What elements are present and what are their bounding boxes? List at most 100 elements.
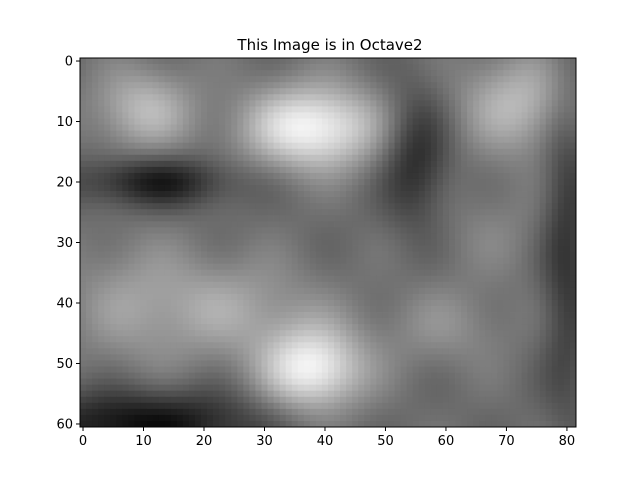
heatmap-cell xyxy=(315,82,323,89)
heatmap-cell xyxy=(455,318,462,325)
heatmap-cell xyxy=(364,82,371,89)
heatmap-cell xyxy=(533,88,541,95)
heatmap-cell xyxy=(394,330,401,337)
heatmap-cell xyxy=(291,366,299,373)
heatmap-cell xyxy=(569,293,577,301)
heatmap-cell xyxy=(188,233,196,240)
heatmap-cell xyxy=(442,203,450,210)
heatmap-cell xyxy=(110,221,117,228)
heatmap-cell xyxy=(509,354,516,361)
heatmap-cell xyxy=(170,191,178,198)
heatmap-cell xyxy=(334,336,341,343)
heatmap-cell xyxy=(557,118,565,125)
heatmap-cell xyxy=(200,324,208,331)
heatmap-cell xyxy=(273,408,281,416)
heatmap-cell xyxy=(424,191,432,198)
heatmap-cell xyxy=(158,420,166,428)
heatmap-cell xyxy=(182,233,190,240)
heatmap-cell xyxy=(358,239,365,246)
heatmap-cell xyxy=(194,209,202,216)
heatmap-cell xyxy=(152,191,160,198)
heatmap-cell xyxy=(86,330,93,337)
heatmap-cell xyxy=(545,312,553,319)
heatmap-cell xyxy=(491,130,498,138)
heatmap-cell xyxy=(273,124,281,131)
heatmap-cell xyxy=(436,142,444,150)
heatmap-cell xyxy=(485,299,492,307)
heatmap-cell xyxy=(255,124,262,131)
heatmap-cell xyxy=(461,148,468,156)
heatmap-cell xyxy=(418,342,426,349)
heatmap-cell xyxy=(424,197,432,204)
heatmap-cell xyxy=(545,239,553,246)
heatmap-cell xyxy=(503,251,510,259)
heatmap-cell xyxy=(140,414,147,422)
heatmap-cell xyxy=(273,76,281,83)
heatmap-cell xyxy=(140,330,147,337)
heatmap-cell xyxy=(527,348,535,355)
heatmap-cell xyxy=(122,245,129,252)
heatmap-cell xyxy=(473,191,480,198)
heatmap-cell xyxy=(455,100,462,107)
heatmap-cell xyxy=(364,342,371,349)
heatmap-cell xyxy=(430,136,438,144)
heatmap-cell xyxy=(467,191,474,198)
heatmap-cell xyxy=(243,378,250,386)
heatmap-cell xyxy=(182,76,190,83)
heatmap-cell xyxy=(219,378,226,386)
heatmap-cell xyxy=(170,124,178,131)
heatmap-cell xyxy=(80,124,87,131)
heatmap-cell xyxy=(194,287,202,295)
heatmap-cell xyxy=(303,58,311,65)
heatmap-cell xyxy=(557,324,565,331)
heatmap-cell xyxy=(436,191,444,198)
heatmap-cell xyxy=(503,94,510,101)
heatmap-cell xyxy=(261,408,268,416)
heatmap-cell xyxy=(467,130,474,138)
heatmap-cell xyxy=(255,408,262,416)
heatmap-cell xyxy=(448,281,456,289)
heatmap-cell xyxy=(412,299,420,307)
heatmap-cell xyxy=(569,76,577,83)
heatmap-cell xyxy=(557,88,565,95)
heatmap-cell xyxy=(382,82,389,89)
heatmap-cell xyxy=(182,287,190,295)
heatmap-cell xyxy=(370,390,377,398)
heatmap-cell xyxy=(200,372,208,380)
heatmap-cell xyxy=(152,106,160,113)
heatmap-cell xyxy=(152,251,160,259)
heatmap-cell xyxy=(321,239,329,246)
heatmap-cell xyxy=(509,360,516,367)
heatmap-cell xyxy=(563,299,571,307)
heatmap-cell xyxy=(448,203,456,210)
heatmap-cell xyxy=(479,257,486,265)
heatmap-cell xyxy=(249,76,256,83)
heatmap-cell xyxy=(122,336,129,343)
heatmap-cell xyxy=(436,64,444,71)
heatmap-cell xyxy=(424,414,432,422)
heatmap-cell xyxy=(424,70,432,77)
heatmap-cell xyxy=(430,106,438,113)
heatmap-cell xyxy=(116,257,123,265)
heatmap-cell xyxy=(370,293,377,301)
heatmap-cell xyxy=(303,396,311,404)
heatmap-cell xyxy=(231,172,238,180)
heatmap-cell xyxy=(152,318,160,325)
heatmap-cell xyxy=(104,197,111,204)
heatmap-cell xyxy=(340,82,347,89)
heatmap-cell xyxy=(279,390,287,398)
heatmap-cell xyxy=(176,330,184,337)
heatmap-cell xyxy=(442,191,450,198)
heatmap-cell xyxy=(442,106,450,113)
heatmap-cell xyxy=(376,166,383,174)
heatmap-cell xyxy=(364,185,371,192)
heatmap-cell xyxy=(134,160,141,168)
heatmap-cell xyxy=(485,76,492,83)
heatmap-cell xyxy=(285,233,293,240)
heatmap-cell xyxy=(406,203,414,210)
heatmap-cell xyxy=(569,384,577,392)
heatmap-cell xyxy=(539,396,547,404)
heatmap-cell xyxy=(170,221,178,228)
heatmap-cell xyxy=(128,390,135,398)
heatmap-cell xyxy=(557,281,565,289)
